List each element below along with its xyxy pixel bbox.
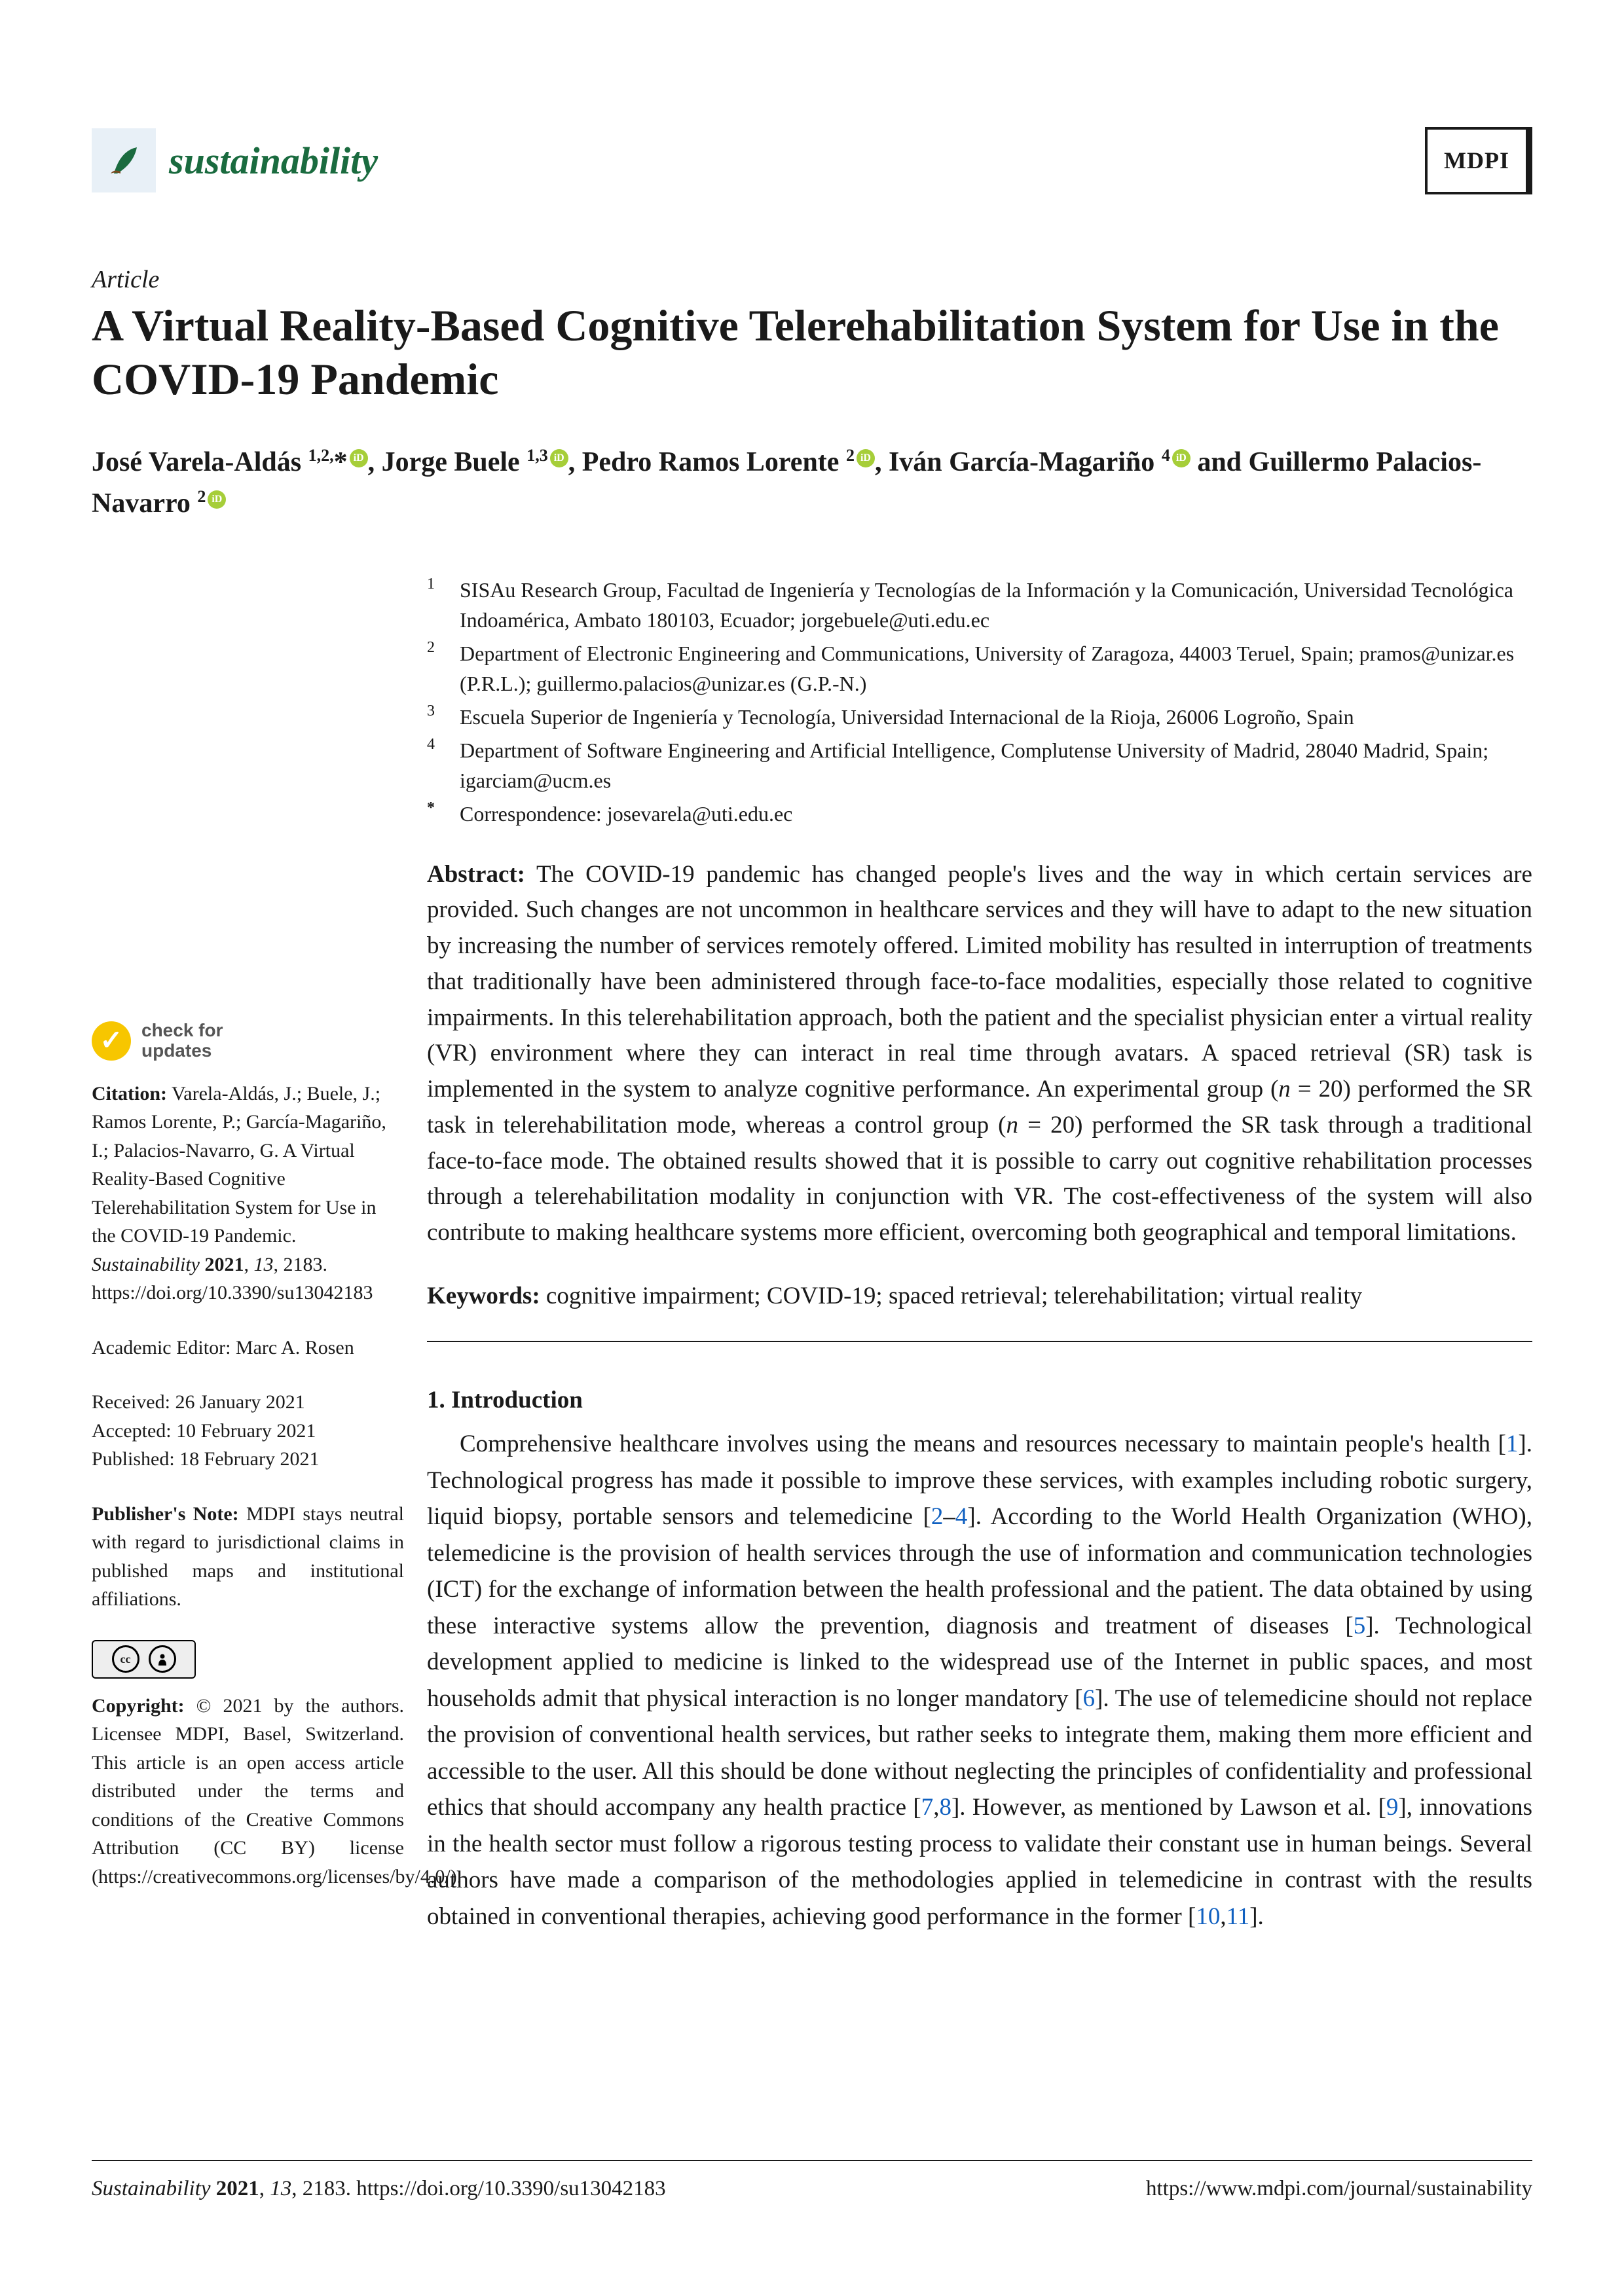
- section-1-heading: 1. Introduction: [427, 1383, 1532, 1419]
- check-updates-icon: ✓: [92, 1021, 131, 1061]
- check-updates-label: check for updates: [141, 1021, 223, 1061]
- journal-logo: sustainability: [92, 128, 378, 192]
- history-dates: Received: 26 January 2021 Accepted: 10 F…: [92, 1388, 404, 1474]
- article-title: A Virtual Reality-Based Cognitive Telere…: [92, 299, 1532, 406]
- keywords-label: Keywords:: [427, 1283, 540, 1309]
- publisher-logo: MDPI: [1425, 127, 1532, 194]
- abstract-label: Abstract:: [427, 861, 525, 888]
- check-for-updates[interactable]: ✓ check for updates: [92, 1021, 404, 1061]
- affiliation-list: 1SISAu Research Group, Facultad de Ingen…: [427, 575, 1532, 829]
- copyright-block: Copyright: © 2021 by the authors. Licens…: [92, 1692, 404, 1891]
- journal-name: sustainability: [169, 139, 378, 183]
- abstract: Abstract: The COVID-19 pandemic has chan…: [427, 857, 1532, 1251]
- abstract-text: The COVID-19 pandemic has changed people…: [427, 861, 1532, 1247]
- academic-editor: Academic Editor: Marc A. Rosen: [92, 1334, 404, 1362]
- section-1-body: Comprehensive healthcare involves using …: [427, 1426, 1532, 1935]
- cc-by-badge-icon: cc: [92, 1640, 196, 1679]
- date-published: Published: 18 February 2021: [92, 1445, 404, 1474]
- date-accepted: Accepted: 10 February 2021: [92, 1417, 404, 1446]
- date-received: Received: 26 January 2021: [92, 1388, 404, 1417]
- affiliation-row: 3Escuela Superior de Ingeniería y Tecnol…: [427, 702, 1532, 732]
- article-type: Article: [92, 265, 1532, 294]
- correspondence-row: *Correspondence: josevarela@uti.edu.ec: [427, 799, 1532, 829]
- author-list: José Varela-Aldás 1,2,*, Jorge Buele 1,3…: [92, 442, 1532, 524]
- footer-left: Sustainability 2021, 13, 2183. https://d…: [92, 2177, 666, 2201]
- journal-leaf-icon: [92, 128, 156, 192]
- affiliation-row: 2Department of Electronic Engineering an…: [427, 639, 1532, 699]
- page-footer: Sustainability 2021, 13, 2183. https://d…: [92, 2160, 1532, 2201]
- affiliation-row: 4Department of Software Engineering and …: [427, 736, 1532, 795]
- publisher-note: Publisher's Note: MDPI stays neutral wit…: [92, 1500, 404, 1614]
- sidebar: ✓ check for updates Citation: Varela-Ald…: [92, 575, 427, 1935]
- page-header: sustainability MDPI: [92, 121, 1532, 200]
- keywords: Keywords: cognitive impairment; COVID-19…: [427, 1279, 1532, 1315]
- main-column: 1SISAu Research Group, Facultad de Ingen…: [427, 575, 1532, 1935]
- keywords-text: cognitive impairment; COVID-19; spaced r…: [546, 1283, 1362, 1309]
- divider: [427, 1341, 1532, 1342]
- footer-right: https://www.mdpi.com/journal/sustainabil…: [1146, 2177, 1532, 2201]
- citation-block: Citation: Varela-Aldás, J.; Buele, J.; R…: [92, 1080, 404, 1307]
- affiliation-row: 1SISAu Research Group, Facultad de Ingen…: [427, 575, 1532, 635]
- publisher-abbrev: MDPI: [1444, 147, 1509, 174]
